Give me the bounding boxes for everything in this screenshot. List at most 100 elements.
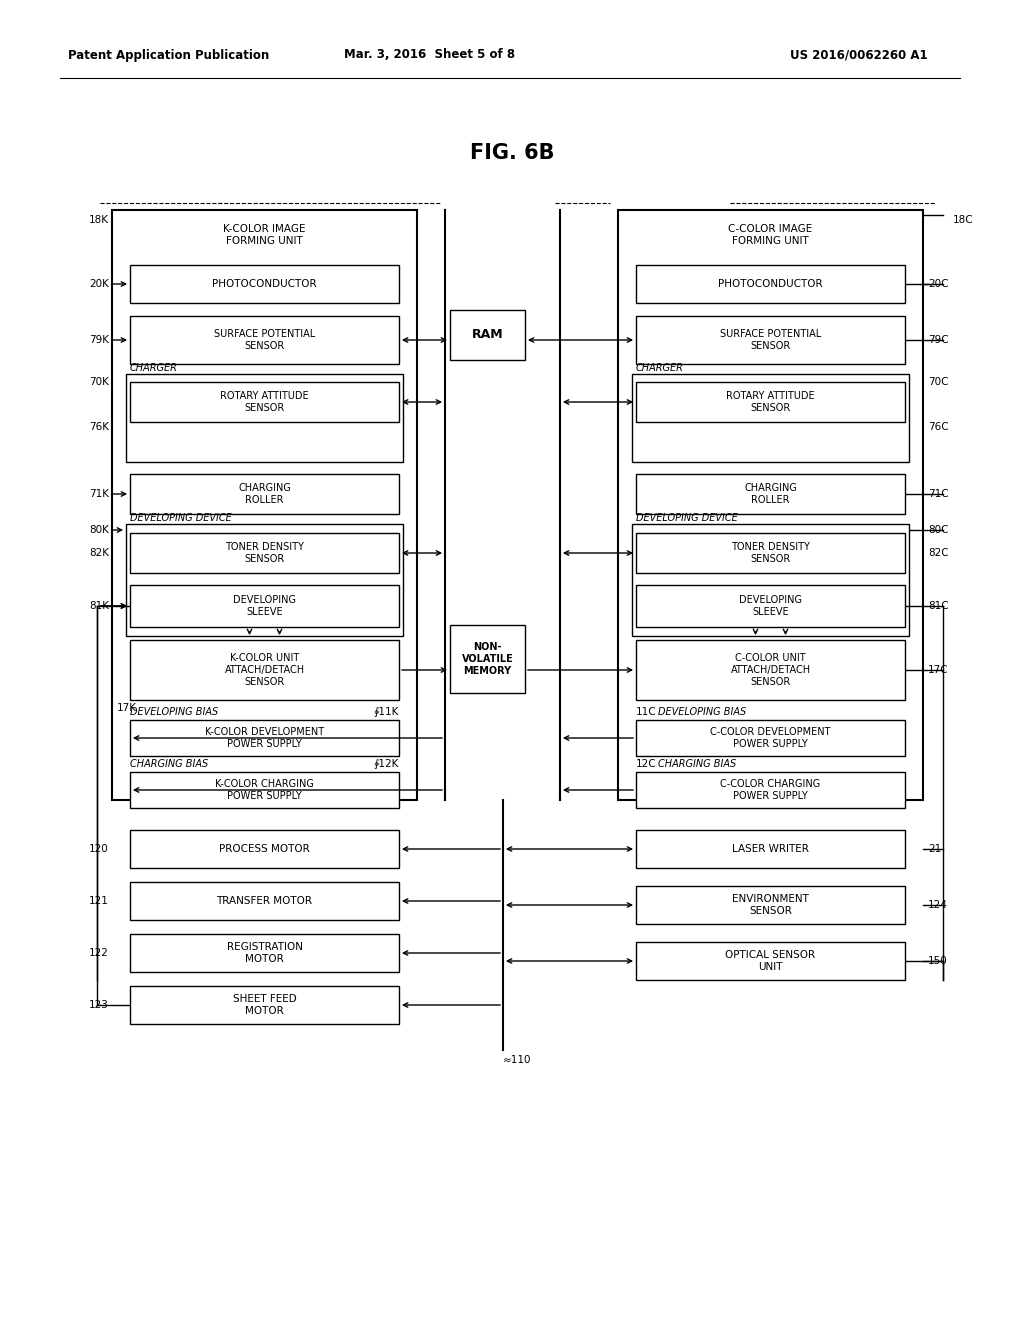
Text: 80C: 80C: [928, 525, 948, 535]
Bar: [112, 210, 417, 800]
Bar: [636, 830, 905, 869]
Text: REGISTRATION
MOTOR: REGISTRATION MOTOR: [226, 942, 302, 964]
Text: OPTICAL SENSOR
UNIT: OPTICAL SENSOR UNIT: [725, 950, 815, 972]
Bar: [636, 533, 905, 573]
Text: DEVELOPING DEVICE: DEVELOPING DEVICE: [636, 513, 737, 523]
Text: LASER WRITER: LASER WRITER: [732, 843, 809, 854]
Text: 71K: 71K: [89, 488, 109, 499]
Text: K-COLOR IMAGE
FORMING UNIT: K-COLOR IMAGE FORMING UNIT: [223, 224, 306, 246]
Text: 80K: 80K: [89, 525, 109, 535]
Text: C-COLOR CHARGING
POWER SUPPLY: C-COLOR CHARGING POWER SUPPLY: [720, 779, 820, 801]
Text: SURFACE POTENTIAL
SENSOR: SURFACE POTENTIAL SENSOR: [720, 329, 821, 351]
Bar: [636, 474, 905, 513]
Text: 121: 121: [89, 896, 109, 906]
Text: ROTARY ATTITUDE
SENSOR: ROTARY ATTITUDE SENSOR: [220, 391, 309, 413]
Bar: [636, 640, 905, 700]
Text: TRANSFER MOTOR: TRANSFER MOTOR: [216, 896, 312, 906]
Text: FIG. 6B: FIG. 6B: [470, 143, 554, 162]
Text: DEVELOPING BIAS: DEVELOPING BIAS: [658, 708, 746, 717]
Text: TONER DENSITY
SENSOR: TONER DENSITY SENSOR: [225, 543, 304, 564]
Text: DEVELOPING
SLEEVE: DEVELOPING SLEEVE: [233, 595, 296, 616]
Text: PROCESS MOTOR: PROCESS MOTOR: [219, 843, 310, 854]
Bar: [130, 265, 399, 304]
Text: 71C: 71C: [928, 488, 948, 499]
Text: 124: 124: [928, 900, 948, 909]
Bar: [130, 640, 399, 700]
Text: 12C: 12C: [636, 759, 656, 770]
Text: DEVELOPING
SLEEVE: DEVELOPING SLEEVE: [739, 595, 802, 616]
Bar: [130, 533, 399, 573]
Bar: [450, 624, 525, 693]
Bar: [636, 315, 905, 364]
Bar: [126, 374, 403, 462]
Text: Patent Application Publication: Patent Application Publication: [68, 49, 269, 62]
Text: CHARGING
ROLLER: CHARGING ROLLER: [744, 483, 797, 504]
Text: NON-
VOLATILE
MEMORY: NON- VOLATILE MEMORY: [462, 643, 513, 676]
Text: TONER DENSITY
SENSOR: TONER DENSITY SENSOR: [731, 543, 810, 564]
Bar: [632, 524, 909, 636]
Bar: [126, 524, 403, 636]
Text: 21: 21: [928, 843, 941, 854]
Bar: [636, 585, 905, 627]
Bar: [636, 942, 905, 979]
Bar: [130, 986, 399, 1024]
Text: ≈110: ≈110: [503, 1055, 531, 1065]
Text: 17K: 17K: [117, 704, 137, 713]
Text: 70K: 70K: [89, 378, 109, 387]
Text: 11C: 11C: [636, 708, 656, 717]
Text: ROTARY ATTITUDE
SENSOR: ROTARY ATTITUDE SENSOR: [726, 391, 815, 413]
Text: 20K: 20K: [89, 279, 109, 289]
Text: CHARGING BIAS: CHARGING BIAS: [130, 759, 208, 770]
Text: 120: 120: [89, 843, 109, 854]
Text: ∲12K: ∲12K: [374, 759, 399, 770]
Bar: [636, 886, 905, 924]
Text: PHOTOCONDUCTOR: PHOTOCONDUCTOR: [718, 279, 823, 289]
Text: 17C: 17C: [928, 665, 948, 675]
Text: C-COLOR DEVELOPMENT
POWER SUPPLY: C-COLOR DEVELOPMENT POWER SUPPLY: [711, 727, 830, 748]
Text: ∲11K: ∲11K: [374, 708, 399, 717]
Text: K-COLOR CHARGING
POWER SUPPLY: K-COLOR CHARGING POWER SUPPLY: [215, 779, 314, 801]
Text: Mar. 3, 2016  Sheet 5 of 8: Mar. 3, 2016 Sheet 5 of 8: [344, 49, 515, 62]
Text: 81K: 81K: [89, 601, 109, 611]
Bar: [130, 772, 399, 808]
Text: ENVIRONMENT
SENSOR: ENVIRONMENT SENSOR: [732, 894, 809, 916]
Text: C-COLOR UNIT
ATTACH/DETACH
SENSOR: C-COLOR UNIT ATTACH/DETACH SENSOR: [730, 653, 811, 686]
Text: K-COLOR UNIT
ATTACH/DETACH
SENSOR: K-COLOR UNIT ATTACH/DETACH SENSOR: [224, 653, 304, 686]
Bar: [636, 772, 905, 808]
Bar: [632, 374, 909, 462]
Bar: [130, 882, 399, 920]
Text: 79K: 79K: [89, 335, 109, 345]
Bar: [130, 935, 399, 972]
Text: CHARGING BIAS: CHARGING BIAS: [658, 759, 736, 770]
Bar: [130, 315, 399, 364]
Bar: [636, 381, 905, 422]
Bar: [636, 719, 905, 756]
Text: 18K: 18K: [89, 215, 109, 224]
Text: 18C: 18C: [953, 215, 974, 224]
Text: US 2016/0062260 A1: US 2016/0062260 A1: [790, 49, 928, 62]
Text: 82K: 82K: [89, 548, 109, 558]
Text: 20C: 20C: [928, 279, 948, 289]
Text: 82C: 82C: [928, 548, 948, 558]
Text: 76C: 76C: [928, 422, 948, 432]
Text: 123: 123: [89, 1001, 109, 1010]
Text: SURFACE POTENTIAL
SENSOR: SURFACE POTENTIAL SENSOR: [214, 329, 315, 351]
Bar: [130, 719, 399, 756]
Text: 79C: 79C: [928, 335, 948, 345]
Bar: [130, 381, 399, 422]
Text: SHEET FEED
MOTOR: SHEET FEED MOTOR: [232, 994, 296, 1016]
Text: RAM: RAM: [472, 329, 504, 342]
Text: CHARGING
ROLLER: CHARGING ROLLER: [238, 483, 291, 504]
Text: 76K: 76K: [89, 422, 109, 432]
Bar: [618, 210, 923, 800]
Text: DEVELOPING DEVICE: DEVELOPING DEVICE: [130, 513, 231, 523]
Text: CHARGER: CHARGER: [130, 363, 178, 374]
Text: CHARGER: CHARGER: [636, 363, 684, 374]
Text: C-COLOR IMAGE
FORMING UNIT: C-COLOR IMAGE FORMING UNIT: [728, 224, 813, 246]
Text: 122: 122: [89, 948, 109, 958]
Bar: [130, 830, 399, 869]
Text: 81C: 81C: [928, 601, 948, 611]
Text: PHOTOCONDUCTOR: PHOTOCONDUCTOR: [212, 279, 316, 289]
Bar: [636, 265, 905, 304]
Text: 70C: 70C: [928, 378, 948, 387]
